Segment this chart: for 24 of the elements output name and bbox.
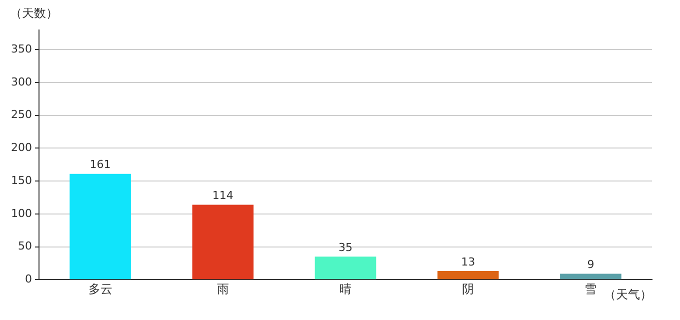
x-tick-label: 雨 — [216, 282, 229, 296]
bar — [437, 271, 499, 280]
x-tick-label: 阴 — [462, 282, 474, 296]
bar — [560, 274, 622, 280]
data-label: 35 — [338, 240, 352, 254]
x-tick-label: 雪 — [584, 282, 597, 296]
bar — [192, 204, 254, 280]
y-tick-label: 250 — [10, 108, 32, 122]
y-tick-label: 350 — [10, 42, 32, 56]
bar — [70, 174, 131, 280]
data-label: 9 — [587, 258, 594, 272]
y-tick-label: 50 — [18, 240, 32, 253]
x-axis-title: （天气） — [604, 288, 652, 302]
y-tick-label: 150 — [10, 174, 32, 187]
y-tick-label: 200 — [10, 141, 32, 154]
bar — [314, 256, 376, 280]
data-label: 161 — [90, 158, 111, 172]
y-tick-label: 100 — [10, 206, 32, 220]
data-label: 114 — [212, 189, 234, 202]
y-tick-label: 0 — [24, 272, 32, 286]
x-tick-label: 晴 — [340, 282, 352, 296]
x-tick-label: 多云 — [88, 282, 112, 296]
data-label: 13 — [461, 255, 476, 268]
y-tick-label: 300 — [10, 75, 32, 88]
